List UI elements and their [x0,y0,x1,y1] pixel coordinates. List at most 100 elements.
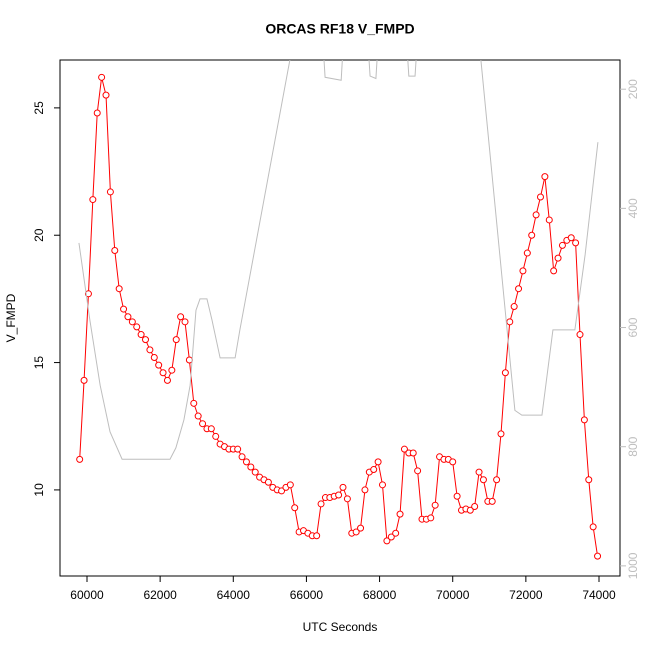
data-point [317,500,325,508]
data-point [431,501,439,509]
data-point [115,285,123,293]
data-point [479,476,487,484]
data-point [400,445,408,453]
y2-tick-label: 800 [626,436,640,456]
data-point [580,416,588,424]
data-point [361,486,369,494]
plot-area [76,60,602,560]
data-point [352,528,360,536]
data-point [493,476,501,484]
data-point [392,529,400,537]
plot-frame [59,59,621,577]
data-point [212,432,220,440]
data-point [519,267,527,275]
data-point [594,552,602,560]
data-point [471,502,479,510]
data-point [133,323,141,331]
x-tick-label: 62000 [143,588,177,602]
data-point [89,196,97,204]
data-point [120,305,128,313]
x-tick-label: 66000 [290,588,324,602]
data-point [124,313,132,321]
data-point [510,303,518,311]
data-point [102,91,110,99]
data-point [427,514,435,522]
data-point [576,331,584,339]
data-point [523,249,531,257]
data-point [168,366,176,374]
data-point [251,468,259,476]
x-tick-label: 60000 [70,588,104,602]
chart-title: ORCAS RF18 V_FMPD [265,21,414,37]
data-point [80,376,88,384]
data-point [343,495,351,503]
data-point [567,234,575,242]
data-point [466,506,474,514]
y2-tick-label: 200 [626,79,640,99]
data-point [181,318,189,326]
data-point [98,73,106,81]
y-tick-label: 10 [32,483,46,497]
data-point [554,254,562,262]
data-point [414,467,422,475]
data-point [387,533,395,541]
data-point [106,188,114,196]
x-tick-label: 72000 [509,588,543,602]
data-point [128,318,136,326]
data-point [374,458,382,466]
data-point [194,412,202,420]
data-point [528,231,536,239]
data-point [199,420,207,428]
data-point [150,353,158,361]
data-point [155,361,163,369]
data-point [146,346,154,354]
data-point [111,247,119,255]
data-point [572,239,580,247]
data-point [453,492,461,500]
data-point [475,468,483,476]
data-point [357,524,365,532]
data-point [378,481,386,489]
y2-tick-label: 400 [626,198,640,218]
data-point [172,336,180,344]
x-tick-label: 68000 [363,588,397,602]
data-point [536,193,544,201]
data-point [370,466,378,474]
x-tick-label: 74000 [582,588,616,602]
data-point [177,313,185,321]
data-point [589,523,597,531]
data-point [291,504,299,512]
data-point [142,336,150,344]
data-point [409,449,417,457]
data-point [449,458,457,466]
data-point [585,476,593,484]
y-tick-label: 15 [32,356,46,370]
data-point [501,369,509,377]
data-point [207,425,215,433]
x-tick-label: 70000 [436,588,470,602]
data-point [396,510,404,518]
y2-tick-label: 1000 [626,552,640,579]
data-point [497,430,505,438]
data-point [383,537,391,545]
y-tick-label: 25 [32,101,46,115]
data-point [247,463,255,471]
data-point [545,216,553,224]
y2-tick-label: 600 [626,317,640,337]
data-point [76,455,84,463]
data-point [541,173,549,181]
data-point [313,532,321,540]
data-point [550,267,558,275]
data-point [264,478,272,486]
x-tick-label: 64000 [217,588,251,602]
data-point [234,445,242,453]
x-axis-label: UTC Seconds [303,620,378,634]
data-point [190,399,198,407]
y-axis-label: V_FMPD [4,293,18,342]
data-point [278,487,286,495]
data-point [137,331,145,339]
data-point [93,109,101,117]
